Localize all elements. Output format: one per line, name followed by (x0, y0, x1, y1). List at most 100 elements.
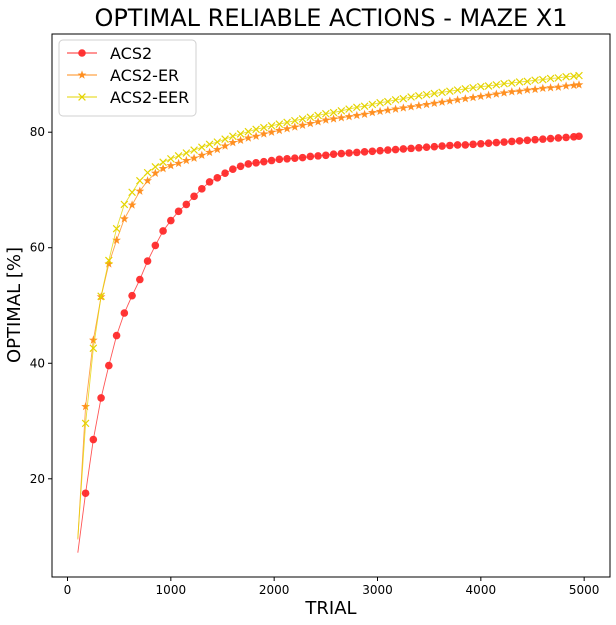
data-point (314, 111, 322, 120)
data-point (415, 143, 423, 152)
data-point (298, 120, 307, 129)
data-point (375, 106, 385, 116)
data-point (298, 115, 307, 123)
data-point (368, 100, 377, 109)
data-point (236, 130, 245, 138)
data-point (150, 168, 160, 177)
data-point (376, 146, 384, 155)
data-point (484, 139, 493, 147)
data-point (569, 80, 579, 90)
data-point (81, 489, 90, 498)
data-point (345, 149, 353, 157)
data-point (120, 200, 129, 209)
data-point (267, 127, 276, 136)
data-point (322, 109, 330, 118)
x-tick-label: 4000 (466, 583, 497, 597)
data-point (398, 103, 408, 112)
data-point (515, 78, 524, 86)
data-point (477, 82, 485, 91)
data-point (438, 88, 446, 97)
x-axis-label: TRIAL (304, 598, 356, 619)
x-axis-ticks: 0 1000 2000 3000 4000 5000 (64, 577, 599, 597)
data-point (174, 158, 183, 168)
data-point (515, 137, 524, 145)
data-point (399, 94, 408, 103)
data-point (446, 87, 454, 96)
data-point (112, 331, 121, 340)
data-point (376, 98, 384, 107)
data-point (212, 144, 222, 154)
data-point (344, 112, 354, 121)
data-point (182, 149, 191, 157)
data-point (384, 146, 392, 154)
data-point (353, 148, 361, 157)
data-point (143, 168, 152, 177)
data-point (136, 176, 144, 185)
data-point (522, 85, 532, 94)
data-point (554, 134, 563, 142)
data-point (329, 150, 338, 158)
legend-label: ACS2-EER (110, 88, 189, 107)
data-point (306, 113, 315, 122)
data-point (128, 188, 136, 197)
data-point (453, 95, 462, 104)
data-point (383, 105, 393, 114)
data-point (104, 259, 114, 268)
data-point (407, 144, 415, 153)
data-point (275, 155, 284, 164)
data-point (574, 80, 584, 89)
data-point (136, 275, 144, 284)
y-axis-ticks: 20 40 60 80 (30, 125, 52, 486)
data-point (575, 71, 583, 80)
legend: ACS2 ACS2-ER ACS2-EER (58, 39, 197, 117)
data-point (530, 84, 540, 94)
data-point (158, 163, 168, 173)
data-point (128, 291, 136, 300)
data-point (531, 135, 539, 144)
data-point (143, 176, 152, 185)
y-tick-label: 20 (30, 472, 45, 486)
data-point (353, 103, 361, 112)
data-point (546, 74, 555, 83)
data-point (105, 256, 113, 265)
data-point (575, 132, 583, 141)
data-point (414, 101, 424, 110)
plot-frame (51, 33, 611, 578)
data-point (539, 75, 547, 84)
data-point (499, 88, 509, 97)
data-point (477, 139, 485, 148)
data-point (205, 147, 214, 157)
data-point (166, 161, 176, 170)
legend-label: ACS2-ER (110, 66, 179, 85)
data-point (305, 118, 315, 128)
y-tick-label: 80 (30, 125, 45, 139)
data-point (445, 96, 455, 105)
data-point (407, 93, 415, 101)
data-point (461, 141, 470, 149)
data-point (484, 82, 493, 90)
data-point (112, 235, 121, 244)
series-acs2-eer (77, 71, 583, 538)
data-point (181, 155, 191, 165)
y-tick-label: 60 (30, 241, 45, 255)
data-point (437, 97, 447, 106)
data-point (167, 154, 175, 163)
series-acs2 (77, 132, 583, 553)
data-point (476, 91, 486, 101)
data-point (492, 81, 501, 89)
legend-marker (78, 93, 86, 101)
data-point (190, 192, 198, 201)
data-point (561, 81, 571, 90)
legend-marker (78, 49, 86, 57)
y-tick-label: 40 (30, 356, 45, 370)
data-point (562, 72, 570, 81)
data-point (252, 159, 260, 167)
legend-label: ACS2 (110, 44, 152, 63)
data-point (283, 118, 291, 127)
data-point (260, 157, 268, 166)
x-tick-label: 1000 (156, 583, 187, 597)
data-point (352, 110, 362, 120)
data-point (127, 200, 137, 209)
data-point (469, 83, 477, 92)
